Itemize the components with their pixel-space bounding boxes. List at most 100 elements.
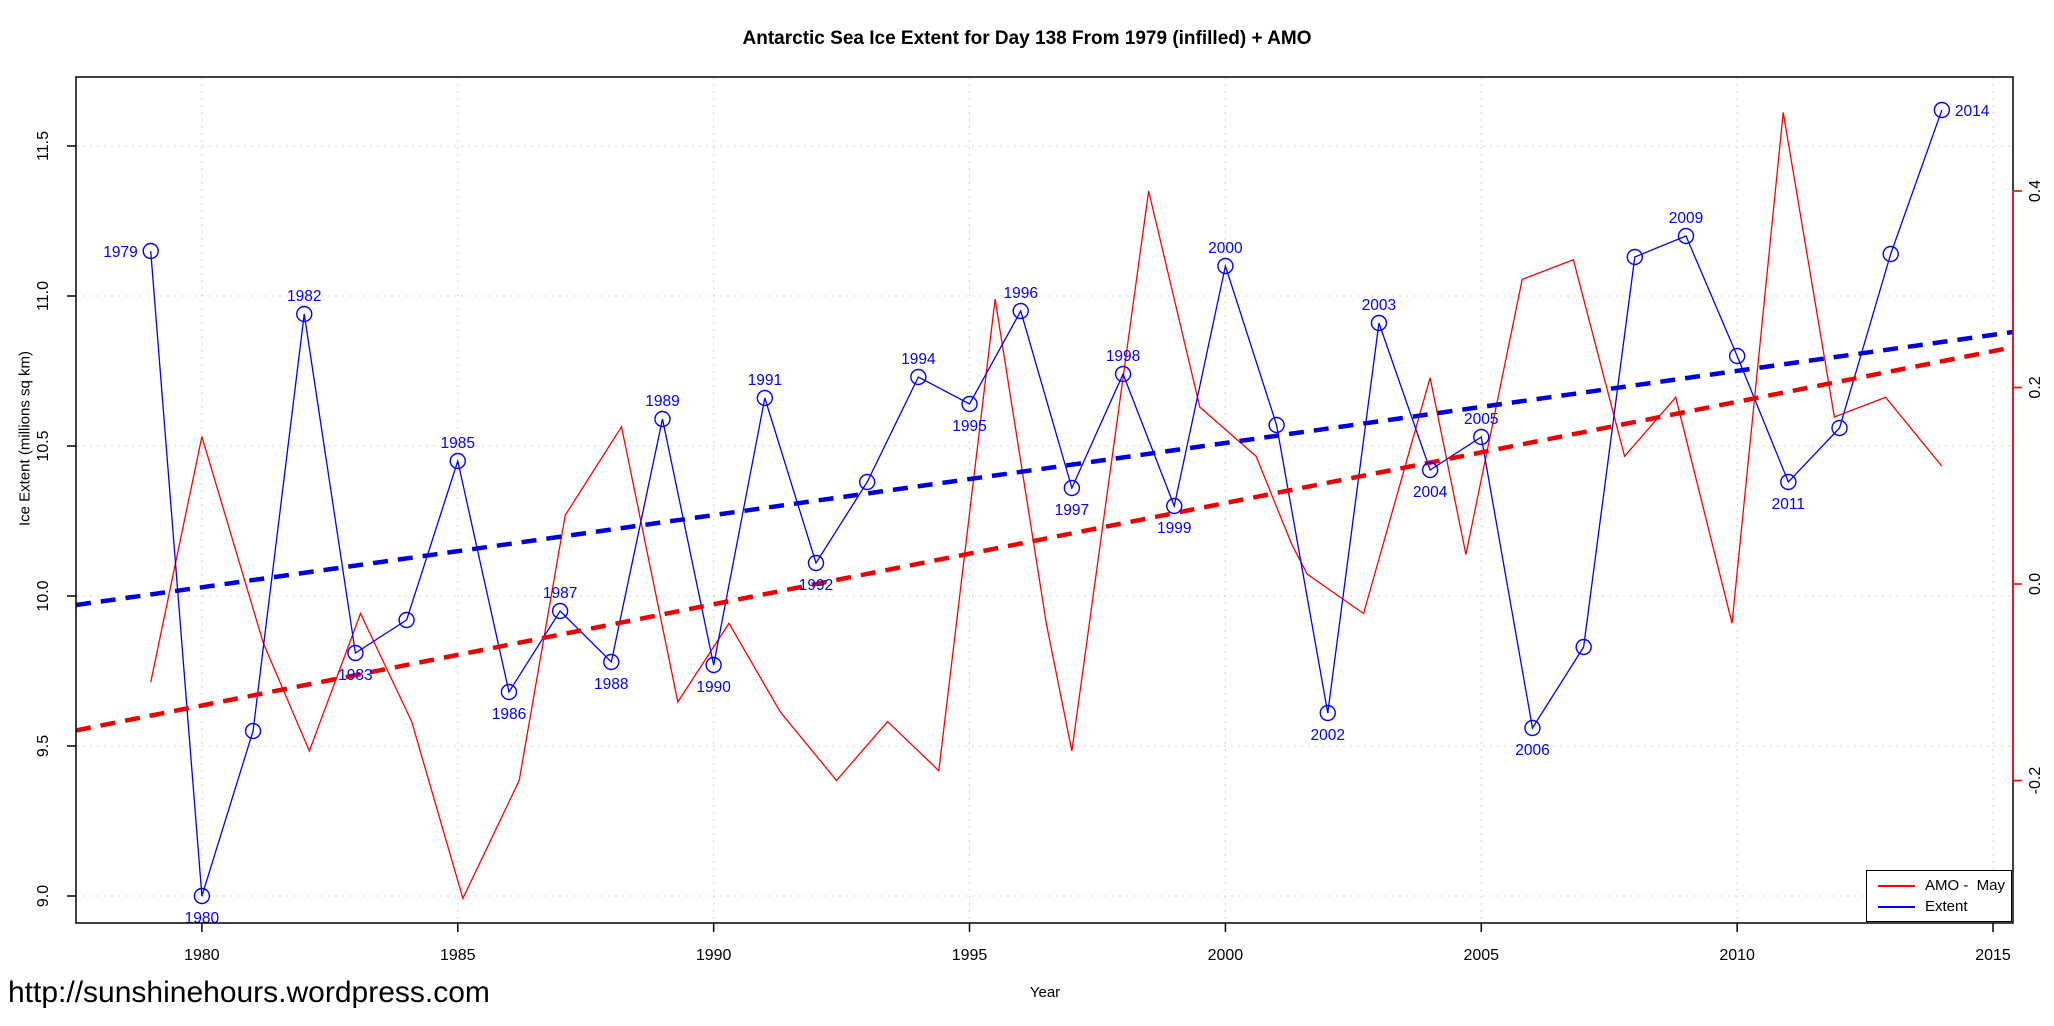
extent-point-2003 [1370,314,1388,332]
extent-trend-line [75,329,2014,608]
y-left-tick-label: 9.5 [35,735,52,757]
x-tick-label: 1980 [184,947,220,964]
extent-point-label-2014: 2014 [1955,103,1990,120]
extent-point-2008 [1626,248,1644,266]
extent-point-1998 [1114,365,1132,383]
extent-point-1979 [142,242,159,260]
extent-point-2010 [1728,347,1746,365]
extent-point-label-2000: 2000 [1208,240,1243,257]
extent-point-1988 [603,653,620,671]
axis-tick-labels: 1980 1985 1990 1995 2000 2005 2010 2015 9.0 9.5 10… [35,131,2044,964]
extent-series-line [150,109,1943,897]
y-left-tick-label: 9.0 [35,885,52,907]
y-axis-title: Ice Extent (millions sq km) [16,350,34,527]
extent-point-1996 [1012,302,1029,320]
extent-point-label-1982: 1982 [287,288,321,305]
x-tick-label: 2000 [1208,947,1244,964]
legend-line-extent [1878,905,1915,908]
extent-point-label-2003: 2003 [1362,297,1396,314]
point-labels: 1979198019821983198519861987198819891990… [103,103,1989,927]
extent-markers [142,101,1951,905]
axis-left [67,145,76,897]
extent-point-2000 [1217,257,1234,275]
extent-point-2005 [1473,428,1490,446]
extent-point-1992 [807,554,825,572]
extent-point-2013 [1882,245,1899,263]
y-left-tick-label: 10.5 [35,430,52,461]
extent-point-label-1991: 1991 [748,372,782,389]
legend-item-extent: Extent [1867,898,2011,916]
extent-point-label-2011: 2011 [1772,496,1805,513]
extent-point-1991 [756,389,774,407]
y-right-tick-label: -0.2 [2027,767,2044,795]
extent-point-2006 [1524,719,1541,737]
extent-point-label-1987: 1987 [543,585,577,602]
extent-point-label-1985: 1985 [441,435,475,452]
extent-point-label-1992: 1992 [799,577,833,594]
legend: AMO - May Extent [1866,870,2012,922]
extent-point-1990 [705,656,722,674]
extent-point-1980 [193,887,211,905]
extent-point-1985 [449,452,466,470]
extent-point-label-1989: 1989 [645,393,679,410]
x-tick-label: 2010 [1719,947,1755,964]
extent-point-label-2005: 2005 [1464,411,1498,428]
extent-point-1984 [398,611,415,629]
extent-point-1997 [1063,479,1081,497]
extent-point-1987 [551,602,569,620]
y-left-tick-label: 11.0 [35,281,52,311]
y-left-tick-label: 10.0 [35,580,52,611]
extent-point-1989 [654,410,671,428]
plot-border [75,76,2014,924]
extent-point-label-2006: 2006 [1515,742,1549,759]
extent-point-label-1999: 1999 [1157,520,1191,537]
extent-point-2009 [1677,227,1695,245]
x-tick-label: 2015 [1975,947,2011,964]
extent-point-1994 [910,368,927,386]
extent-point-1981 [244,722,262,740]
x-tick-label: 1985 [440,947,476,964]
legend-label-extent: Extent [1925,898,1968,915]
y-right-tick-label: 0.2 [2027,376,2044,398]
extent-point-1999 [1166,497,1183,515]
amo-trend-line [75,345,2014,733]
legend-label-amo: AMO - May [1925,877,2006,894]
extent-point-1982 [296,305,313,323]
x-tick-label: 2005 [1463,947,1499,964]
extent-point-2002 [1319,704,1336,722]
axis-bottom [201,923,1994,932]
extent-point-label-1994: 1994 [901,351,936,368]
grid-lines [76,77,2013,923]
extent-point-1993 [858,473,876,491]
extent-point-label-1997: 1997 [1055,502,1089,519]
extent-point-2004 [1421,461,1439,479]
extent-point-2014 [1933,101,1951,119]
extent-point-label-1995: 1995 [952,418,986,435]
extent-point-label-2004: 2004 [1413,484,1448,501]
extent-point-label-1986: 1986 [492,706,526,723]
x-axis-title: Year [1029,984,1061,1001]
x-tick-label: 1990 [696,947,732,964]
legend-line-amo [1878,884,1915,887]
extent-point-2007 [1575,638,1592,656]
extent-point-1983 [347,644,364,662]
extent-point-2012 [1831,419,1848,437]
extent-point-label-1988: 1988 [594,676,628,693]
watermark-url: http://sunshinehours.wordpress.com [8,976,490,1009]
extent-point-label-2002: 2002 [1311,727,1345,744]
amo-series-line [150,112,1943,901]
axis-right [2013,190,2022,782]
extent-point-1995 [961,395,978,413]
y-right-tick-label: 0.4 [2027,180,2044,202]
legend-item-amo: AMO - May [1867,877,2011,895]
extent-point-label-1979: 1979 [103,244,137,261]
chart-title: Antarctic Sea Ice Extent for Day 138 Fro… [742,28,1312,49]
extent-point-label-2009: 2009 [1669,210,1703,227]
extent-point-label-1983: 1983 [338,667,372,684]
y-left-tick-label: 11.5 [35,131,52,161]
x-tick-label: 1995 [952,947,988,964]
y-right-tick-label: 0.0 [2027,573,2044,595]
extent-point-label-1990: 1990 [696,679,731,696]
